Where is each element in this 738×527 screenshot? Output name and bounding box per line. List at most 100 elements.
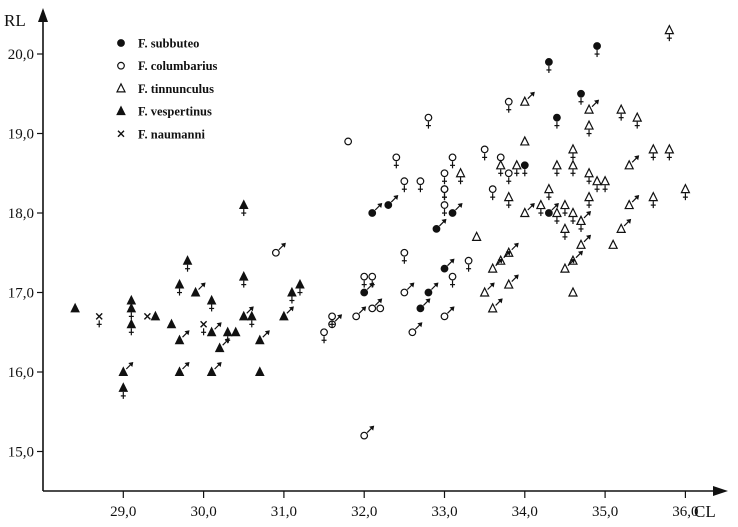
legend-marker <box>116 105 126 116</box>
data-point <box>503 191 514 202</box>
data-point <box>400 288 409 297</box>
data-point <box>190 286 201 297</box>
male-symbol-head <box>553 203 559 208</box>
data-point <box>577 89 585 98</box>
male-symbol-head <box>248 306 254 312</box>
data-point <box>70 302 80 313</box>
male-symbol-head <box>497 258 503 264</box>
data-point <box>584 103 595 114</box>
series-f-subbuteo <box>360 42 601 313</box>
male-symbol-head <box>377 203 383 208</box>
data-point <box>553 113 561 122</box>
data-point <box>238 270 249 281</box>
data-point <box>448 153 457 162</box>
data-point <box>519 135 530 146</box>
data-point <box>608 238 619 249</box>
male-symbol-head <box>634 195 640 201</box>
data-point <box>206 326 217 337</box>
male-symbol-head <box>264 330 270 336</box>
male-symbol-head <box>216 322 222 328</box>
legend-label: F. naumanni <box>138 127 205 141</box>
data-point <box>118 366 129 376</box>
data-point <box>126 294 137 305</box>
x-tick-label: 35,0 <box>592 504 618 520</box>
data-point <box>559 262 570 273</box>
x-tick-label: 32,0 <box>351 504 377 520</box>
male-symbol-head <box>489 282 495 288</box>
y-tick-label: 19,0 <box>8 127 34 143</box>
male-symbol-head <box>361 306 367 312</box>
male-symbol-head <box>505 250 511 256</box>
male-symbol-head <box>224 338 230 344</box>
y-tick-label: 15,0 <box>8 445 34 461</box>
male-symbol-head <box>433 282 439 288</box>
data-point <box>519 95 530 106</box>
male-symbol-head <box>449 306 455 312</box>
data-point <box>432 225 441 233</box>
data-point <box>376 304 385 313</box>
male-symbol-head <box>288 306 294 312</box>
data-point <box>568 143 578 154</box>
data-point <box>448 272 457 281</box>
data-point <box>440 169 449 178</box>
data-point <box>648 191 659 202</box>
data-point <box>584 191 595 202</box>
x-tick-label: 30,0 <box>190 504 216 520</box>
male-symbol-head <box>449 258 455 264</box>
y-tick-label: 20,0 <box>8 47 34 63</box>
male-symbol-head <box>369 425 375 431</box>
male-symbol-head <box>513 274 519 280</box>
data-point <box>576 238 586 249</box>
x-axis-label: CL <box>694 502 716 521</box>
data-point <box>230 326 241 337</box>
male-symbol-head <box>626 218 632 224</box>
data-point <box>455 167 466 178</box>
male-symbol-head <box>128 362 134 367</box>
male-symbol-head <box>586 210 592 216</box>
data-point <box>368 304 377 313</box>
data-point <box>448 209 457 217</box>
data-point <box>559 199 570 210</box>
data-point <box>416 304 425 313</box>
legend-label: F. columbarius <box>138 59 218 73</box>
data-point <box>488 185 497 194</box>
y-tick-label: 17,0 <box>8 286 34 302</box>
data-point <box>222 326 233 337</box>
legend-marker <box>117 130 125 138</box>
legend-marker <box>117 61 125 70</box>
data-point <box>400 248 409 257</box>
data-point <box>255 334 265 345</box>
data-point <box>126 318 137 329</box>
x-tick-label: 34,0 <box>512 504 538 520</box>
data-point <box>279 310 289 321</box>
data-point <box>360 272 369 281</box>
data-point <box>600 175 611 186</box>
data-points <box>70 24 691 440</box>
data-point <box>576 215 586 226</box>
series-f-columbarius <box>271 97 513 440</box>
data-point <box>511 159 522 170</box>
data-point <box>584 167 595 178</box>
legend-marker <box>116 82 126 93</box>
data-point <box>543 183 554 194</box>
data-point <box>504 97 513 106</box>
data-point <box>408 328 417 337</box>
data-point <box>424 113 433 122</box>
y-tick-label: 16,0 <box>8 365 34 381</box>
data-point <box>568 207 578 218</box>
data-point <box>238 199 249 210</box>
x-tick-label: 29,0 <box>110 504 136 520</box>
male-symbol-head <box>184 330 190 336</box>
data-point <box>287 286 297 297</box>
data-point <box>214 342 225 353</box>
data-point <box>424 288 433 297</box>
data-point <box>328 312 336 321</box>
data-point <box>487 262 498 273</box>
male-symbol-head <box>586 234 592 240</box>
data-point <box>174 334 185 345</box>
data-point <box>344 137 353 146</box>
data-point <box>360 431 369 440</box>
male-symbol-head <box>513 242 519 248</box>
data-point <box>616 103 627 114</box>
